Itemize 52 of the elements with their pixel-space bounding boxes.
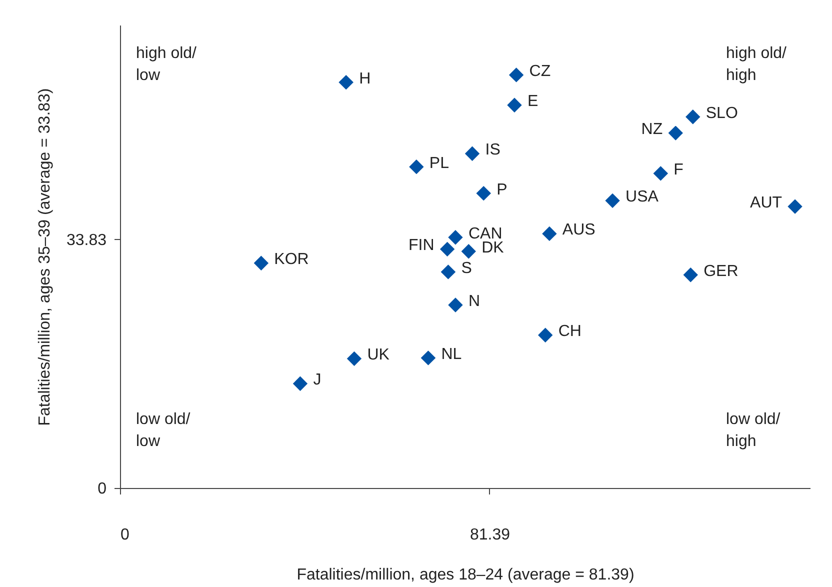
annotation: E [527,93,538,110]
annotation: FIN [408,237,434,254]
point [684,108,702,126]
point [508,66,525,84]
point [252,254,270,272]
point [460,242,478,260]
annotation: high old/ high [726,45,788,84]
point [667,124,684,142]
point [604,192,622,210]
annotation: AUS [562,222,596,239]
point [652,164,670,182]
point [786,198,804,216]
annotation: CZ [529,62,551,80]
point [682,266,700,284]
annotation: low old/ high [726,411,781,450]
point [536,326,554,344]
annotation: UK [367,346,390,364]
annotation: AUT [750,194,782,212]
point [540,225,558,242]
y-axis-title: Fatalities/million, ages 35–39 (average = 33.83) [36,88,54,426]
annotation: NL [441,346,462,363]
annotation: S [461,260,472,277]
annotation: high old/ low [136,45,198,84]
annotation: NZ [641,121,663,138]
annotation: IS [485,142,500,159]
annotation: USA [626,188,659,206]
point [438,240,456,258]
point [475,184,492,202]
point [464,145,481,162]
point [346,350,363,368]
annotation: PL [429,154,450,172]
point [440,263,457,280]
annotation: P [496,181,508,198]
y-tick-label: 33.83 [66,232,107,249]
annotation: F [674,161,684,178]
point [446,296,464,314]
point [292,375,309,392]
annotation: N [468,293,480,310]
annotation: CH [558,323,582,340]
point [506,96,524,114]
point [408,158,425,176]
annotation: low old/ low [136,411,191,450]
x-tick-label: 81.39 [470,526,510,544]
annotation: J [313,372,322,389]
annotation: GER [704,262,738,280]
point [446,228,464,246]
point [420,349,437,366]
annotation: H [359,70,371,88]
x-axis-title: Fatalities/million, ages 18–24 (average = 81.39) [296,566,634,584]
point [338,74,355,91]
annotation: SLO [706,104,738,122]
annotation: KOR [274,251,309,268]
